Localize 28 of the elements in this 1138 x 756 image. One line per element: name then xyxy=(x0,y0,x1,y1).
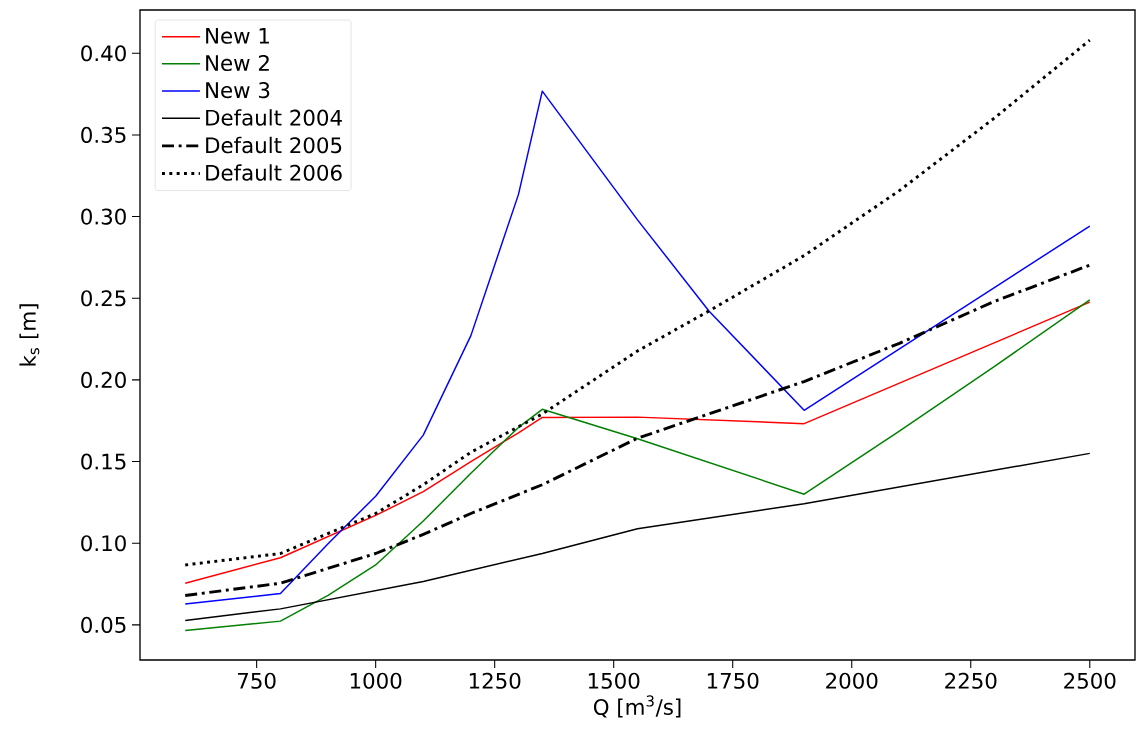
y-tick-label: 0.20 xyxy=(81,371,126,388)
line-series xyxy=(184,452,1091,622)
x-tick-label: 1000 xyxy=(350,672,402,689)
y-tick-label: 0.30 xyxy=(81,208,126,225)
line-series xyxy=(183,263,1092,597)
x-tick-label: 2000 xyxy=(826,672,878,689)
legend-label: New 3 xyxy=(206,82,270,99)
legend-label: New 2 xyxy=(206,54,269,72)
x-tick-label: 1500 xyxy=(588,672,640,689)
y-tick-label: 0.15 xyxy=(81,453,126,470)
x-tick-label: 1750 xyxy=(707,672,759,689)
legend-label: Default 2006 xyxy=(206,164,342,181)
y-tick-label: 0.10 xyxy=(81,535,126,552)
y-tick-label: 0.40 xyxy=(81,45,126,62)
legend-label: Default 2005 xyxy=(206,136,342,154)
x-tick-label: 750 xyxy=(238,672,276,689)
legend-label: New 1 xyxy=(206,28,269,44)
legend-label: Default 2004 xyxy=(206,109,342,126)
x-tick-label: 2500 xyxy=(1064,672,1116,689)
y-tick-label: 0.35 xyxy=(81,126,126,143)
x-tick-label: 1250 xyxy=(469,672,521,689)
x-tick-label: 2250 xyxy=(945,672,997,689)
y-tick-label: 0.05 xyxy=(81,616,126,633)
line-series xyxy=(184,301,1091,584)
y-axis-title: k$_{s}$ [m] xyxy=(19,304,40,366)
y-tick-label: 0.25 xyxy=(81,290,126,307)
x-axis-title: Q [m$^{3}$/s] xyxy=(593,695,681,718)
line-series xyxy=(184,299,1091,632)
